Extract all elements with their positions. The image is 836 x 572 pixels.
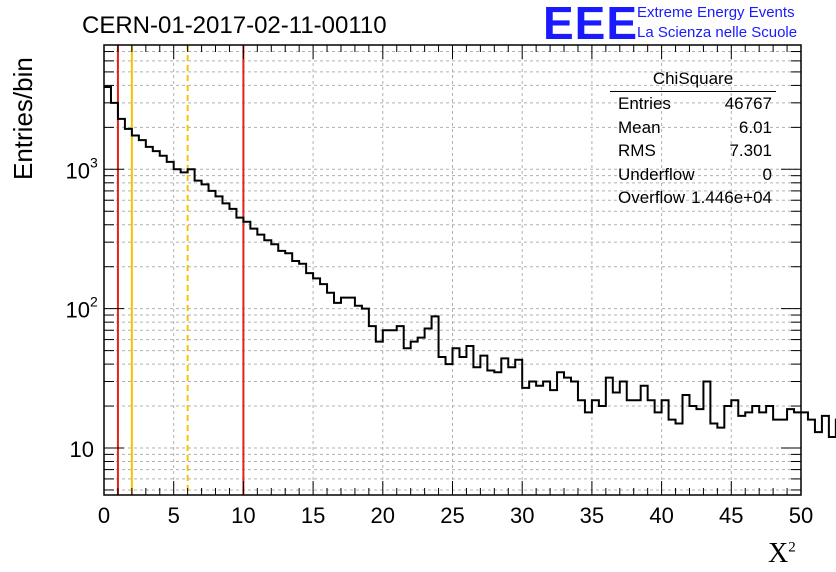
stats-row-rms: RMS 7.301	[610, 139, 776, 163]
stats-key: Underflow	[618, 164, 695, 184]
x-tick-label: 40	[649, 503, 673, 528]
x-tick-label: 35	[580, 503, 604, 528]
x-tick-label: 30	[510, 503, 534, 528]
plot-title: CERN-01-2017-02-11-00110	[82, 12, 387, 39]
x-tick-label: 15	[301, 503, 325, 528]
x-tick-label: 5	[168, 503, 180, 528]
x-axis-label-sup: 2	[788, 539, 796, 556]
y-tick-label: 10	[66, 298, 90, 323]
stats-row-overflow: Overflow 1.446e+04	[610, 186, 776, 210]
stats-key: RMS	[618, 141, 656, 160]
y-tick-label-exponent: 2	[90, 294, 98, 310]
stats-row-mean: Mean 6.01	[610, 116, 776, 140]
logo-subtitle-line1: Extreme Energy Events	[637, 4, 795, 21]
stats-title: ChiSquare	[610, 68, 776, 92]
histogram-series	[104, 85, 836, 438]
x-tick-label: 0	[98, 503, 110, 528]
stats-key: Overflow	[618, 188, 686, 207]
stats-value: 0	[762, 164, 772, 184]
x-tick-label: 45	[719, 503, 743, 528]
x-tick-label: 10	[231, 503, 255, 528]
stats-box: ChiSquare Entries 46767 Mean 6.01 RMS 7.301…	[610, 68, 776, 210]
stats-value: 7.301	[729, 141, 772, 160]
stats-value: 46767	[724, 94, 772, 113]
stats-key: Mean	[618, 117, 661, 137]
x-axis-label-base: X	[768, 538, 789, 569]
stats-value: 6.01	[738, 117, 772, 137]
logo-subtitle-line2: La Scienza nelle Scuole	[637, 24, 798, 41]
y-tick-label: 10	[66, 158, 90, 183]
x-tick-label: 25	[440, 503, 464, 528]
y-tick-label: 10	[70, 437, 94, 462]
x-axis-label: X2	[768, 538, 796, 570]
eee-logo: EEE	[543, 0, 639, 49]
stats-row-underflow: Underflow 0	[610, 163, 776, 187]
stats-key: Entries	[618, 94, 671, 113]
stats-value: 1.446e+04	[691, 188, 772, 207]
y-tick-label-exponent: 3	[90, 154, 98, 170]
stats-row-entries: Entries 46767	[610, 92, 776, 116]
x-tick-label: 50	[789, 503, 813, 528]
x-tick-label: 20	[371, 503, 395, 528]
